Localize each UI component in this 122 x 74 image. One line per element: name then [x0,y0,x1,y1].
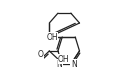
Text: N: N [71,60,77,69]
Text: OH: OH [46,32,58,42]
Text: N: N [56,60,62,69]
Text: O: O [38,50,44,59]
Text: OH: OH [58,55,70,64]
